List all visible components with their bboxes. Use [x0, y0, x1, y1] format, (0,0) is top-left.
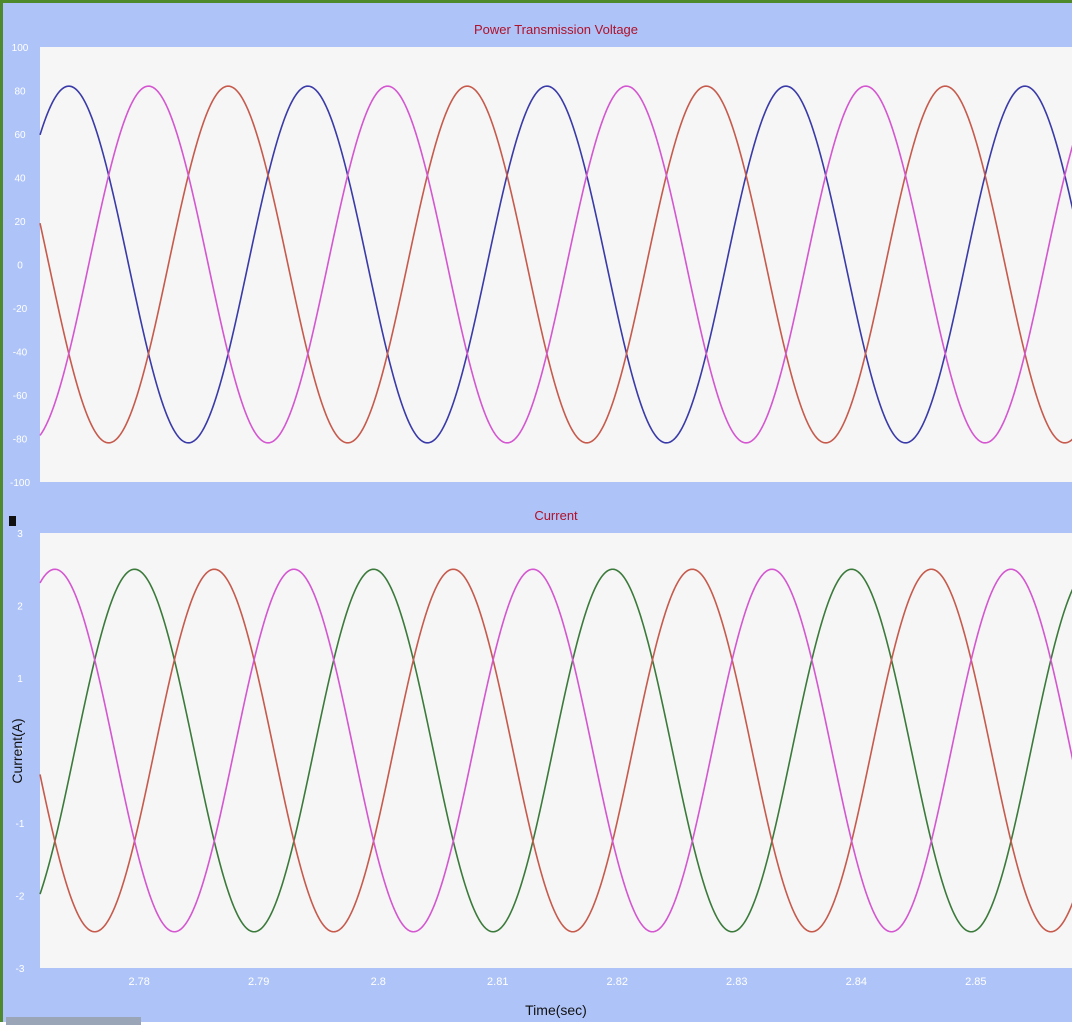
voltage-y-tick-label: -20 — [13, 304, 28, 315]
voltage-y-tick-label: -80 — [13, 435, 28, 446]
voltage-y-tick-label: -100 — [10, 478, 30, 489]
time-x-ticks: 2.78 2.79 2.8 2.81 2.82 2.83 2.84 2.85 — [128, 976, 986, 988]
time-x-tick-label: 2.82 — [607, 976, 628, 988]
time-x-axis-label: Time(sec) — [525, 1002, 587, 1018]
voltage-y-tick-label: -40 — [13, 348, 28, 359]
current-series-line-3 — [39, 568, 1072, 933]
time-x-tick-label: 2.83 — [726, 976, 747, 988]
voltage-y-ticks: 100 80 60 40 20 0 -20 -40 -60 -80 -100 — [10, 43, 30, 489]
current-y-tick-label: 3 — [17, 529, 23, 540]
voltage-series — [39, 85, 1072, 444]
current-y-tick-label: 0 — [17, 747, 23, 758]
time-x-tick-label: 2.79 — [248, 976, 269, 988]
current-y-tick-label: -2 — [16, 892, 25, 903]
voltage-series-line-1 — [39, 85, 1072, 444]
panel-resize-handle[interactable] — [9, 516, 16, 526]
current-y-tick-label: -1 — [16, 819, 25, 830]
time-x-tick-label: 2.84 — [846, 976, 867, 988]
voltage-y-tick-label: -60 — [13, 391, 28, 402]
voltage-y-tick-label: 100 — [12, 43, 29, 54]
voltage-y-tick-label: 80 — [14, 87, 26, 98]
voltage-y-tick-label: 20 — [14, 217, 26, 228]
voltage-series-line-2 — [39, 85, 1072, 444]
voltage-y-tick-label: 0 — [17, 261, 23, 272]
current-chart-title: Current — [534, 508, 578, 523]
current-y-axis-label: Current(A) — [9, 718, 25, 783]
time-x-tick-label: 2.85 — [965, 976, 986, 988]
voltage-y-tick-label: 40 — [14, 174, 26, 185]
voltage-plot-area — [40, 47, 1072, 482]
chart-svg: Power Transmission Voltage 100806040200-… — [9, 22, 1072, 1018]
current-y-tick-label: 2 — [17, 602, 23, 613]
voltage-series-line-3 — [39, 85, 1072, 444]
current-series-line-1 — [39, 568, 1072, 933]
time-x-tick-label: 2.81 — [487, 976, 508, 988]
current-series-line-2 — [39, 568, 1072, 933]
voltage-panel: Power Transmission Voltage 100 80 60 40 20 0 -… — [10, 22, 1072, 489]
status-strip — [6, 1017, 141, 1025]
voltage-chart-title: Power Transmission Voltage — [474, 22, 638, 37]
current-y-tick-label: -3 — [16, 964, 25, 975]
time-x-tick-label: 2.78 — [128, 976, 149, 988]
current-y-ticks: 3 2 1 0 -1 -2 -3 — [16, 529, 25, 975]
voltage-y-tick-label: 60 — [14, 130, 26, 141]
current-y-tick-label: 1 — [17, 674, 23, 685]
time-x-tick-label: 2.8 — [371, 976, 386, 988]
current-series — [39, 568, 1072, 933]
current-plot-area — [40, 533, 1072, 968]
